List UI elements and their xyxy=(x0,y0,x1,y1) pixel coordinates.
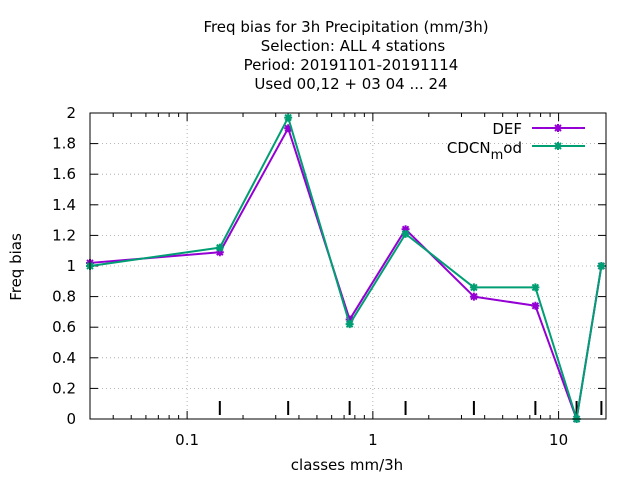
x-tick-label: 10 xyxy=(549,431,568,449)
legend-marker-def xyxy=(554,124,562,132)
legend-label-cdcn-tail: od xyxy=(503,139,522,157)
y-tick-label: 0.8 xyxy=(52,288,76,306)
legend-marker-cdcn-mod xyxy=(554,142,562,150)
axis-ticks xyxy=(90,112,606,420)
legend-label-def: DEF xyxy=(492,120,522,138)
legend: DEF CDCNmod xyxy=(447,120,585,163)
grid xyxy=(90,113,606,419)
data-point xyxy=(401,229,410,238)
y-tick-label: 1.6 xyxy=(52,165,76,183)
y-tick-label: 2 xyxy=(66,104,76,122)
chart-title: Freq bias for 3h Precipitation (mm/3h) S… xyxy=(203,18,488,93)
series-line-def xyxy=(89,127,603,420)
y-tick-label: 1.4 xyxy=(52,196,76,214)
series-line-cdcn-mod xyxy=(89,116,603,420)
data-point xyxy=(531,283,540,292)
legend-entry-def: DEF xyxy=(492,120,585,138)
y-tick-label: 0.2 xyxy=(52,379,76,397)
title-line-1: Freq bias for 3h Precipitation (mm/3h) xyxy=(203,18,488,36)
data-point xyxy=(284,124,293,133)
y-axis-label: Freq bias xyxy=(7,233,25,301)
title-line-3: Period: 20191101-20191114 xyxy=(244,56,459,74)
data-point xyxy=(215,248,224,257)
y-tick-label: 0 xyxy=(66,410,76,428)
title-line-4: Used 00,12 + 03 04 ... 24 xyxy=(254,75,447,93)
y-tick-label: 0.4 xyxy=(52,349,76,367)
y-tick-labels: 0 0.2 0.4 0.6 0.8 1 1.2 1.4 1.6 1.8 2 xyxy=(52,104,76,428)
data-point xyxy=(345,320,354,329)
data-point xyxy=(401,225,410,234)
x-tick-label: 1 xyxy=(368,431,378,449)
y-tick-label: 0.6 xyxy=(52,318,76,336)
y-tick-label: 1.8 xyxy=(52,135,76,153)
data-point xyxy=(469,292,478,301)
data-point xyxy=(215,243,224,252)
y-tick-label: 1.2 xyxy=(52,226,76,244)
data-point xyxy=(531,301,540,310)
data-point xyxy=(597,262,606,270)
data-point xyxy=(469,283,478,292)
legend-entry-cdcn-mod: CDCNmod xyxy=(447,139,585,163)
x-tick-label: 0.1 xyxy=(175,431,199,449)
data-point xyxy=(284,113,293,122)
data-point xyxy=(345,315,354,324)
x-axis-label: classes mm/3h xyxy=(291,456,403,474)
plot-frame xyxy=(89,112,607,420)
series-lines xyxy=(86,113,606,423)
x-tick-labels: 0.1 1 10 xyxy=(175,431,568,449)
y-tick-label: 1 xyxy=(66,257,76,275)
title-line-2: Selection: ALL 4 stations xyxy=(261,37,446,55)
legend-label-cdcn-sub: m xyxy=(491,148,504,163)
legend-label-cdcn-main: CDCN xyxy=(447,139,491,157)
legend-label-cdcn-mod: CDCNmod xyxy=(447,139,522,163)
